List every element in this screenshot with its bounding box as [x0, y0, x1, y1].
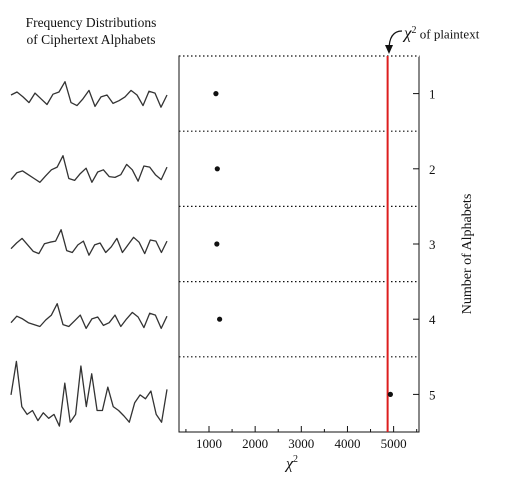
data-point-2 [214, 166, 220, 172]
y-tick-label-2: 2 [429, 162, 436, 177]
annotation-sup: 2 [411, 25, 417, 36]
sparkline-5 [10, 360, 168, 427]
x-axis-label-chi: χ [286, 455, 294, 473]
data-point-3 [214, 241, 220, 247]
y-tick-label-4: 4 [429, 312, 436, 327]
y-axis-label: Number of Alphabets [460, 193, 475, 315]
sparklines-title-line2: of Ciphertext Alphabets [26, 32, 156, 47]
plaintext-annotation: χ2 of plaintext [404, 22, 479, 42]
x-axis-label: χ2 [286, 454, 298, 473]
data-point-1 [213, 91, 219, 97]
sparklines-title-line1: Frequency Distributions [25, 15, 157, 30]
data-point-5 [387, 391, 393, 397]
sparklines-panel [10, 81, 168, 427]
y-tick-label-5: 5 [429, 387, 436, 402]
annotation-text: of plaintext [419, 26, 480, 42]
sparklines-title: Frequency Distributions of Ciphertext Al… [6, 14, 176, 48]
annotation-chi: χ [404, 23, 412, 43]
x-tick-label-3000: 3000 [288, 436, 314, 451]
sparkline-1 [10, 81, 168, 108]
y-tick-label-3: 3 [429, 237, 436, 252]
x-tick-label-4000: 4000 [334, 436, 360, 451]
x-tick-label-5000: 5000 [381, 436, 407, 451]
x-tick-label-1000: 1000 [196, 436, 222, 451]
y-tick-label-1: 1 [429, 87, 436, 102]
x-tick-label-2000: 2000 [242, 436, 268, 451]
x-axis-label-sup: 2 [293, 454, 299, 465]
sparkline-4 [10, 303, 168, 330]
annotation-arrow-head [385, 45, 393, 54]
sparkline-3 [10, 229, 168, 256]
data-point-4 [217, 316, 223, 322]
sparkline-2 [10, 155, 168, 183]
